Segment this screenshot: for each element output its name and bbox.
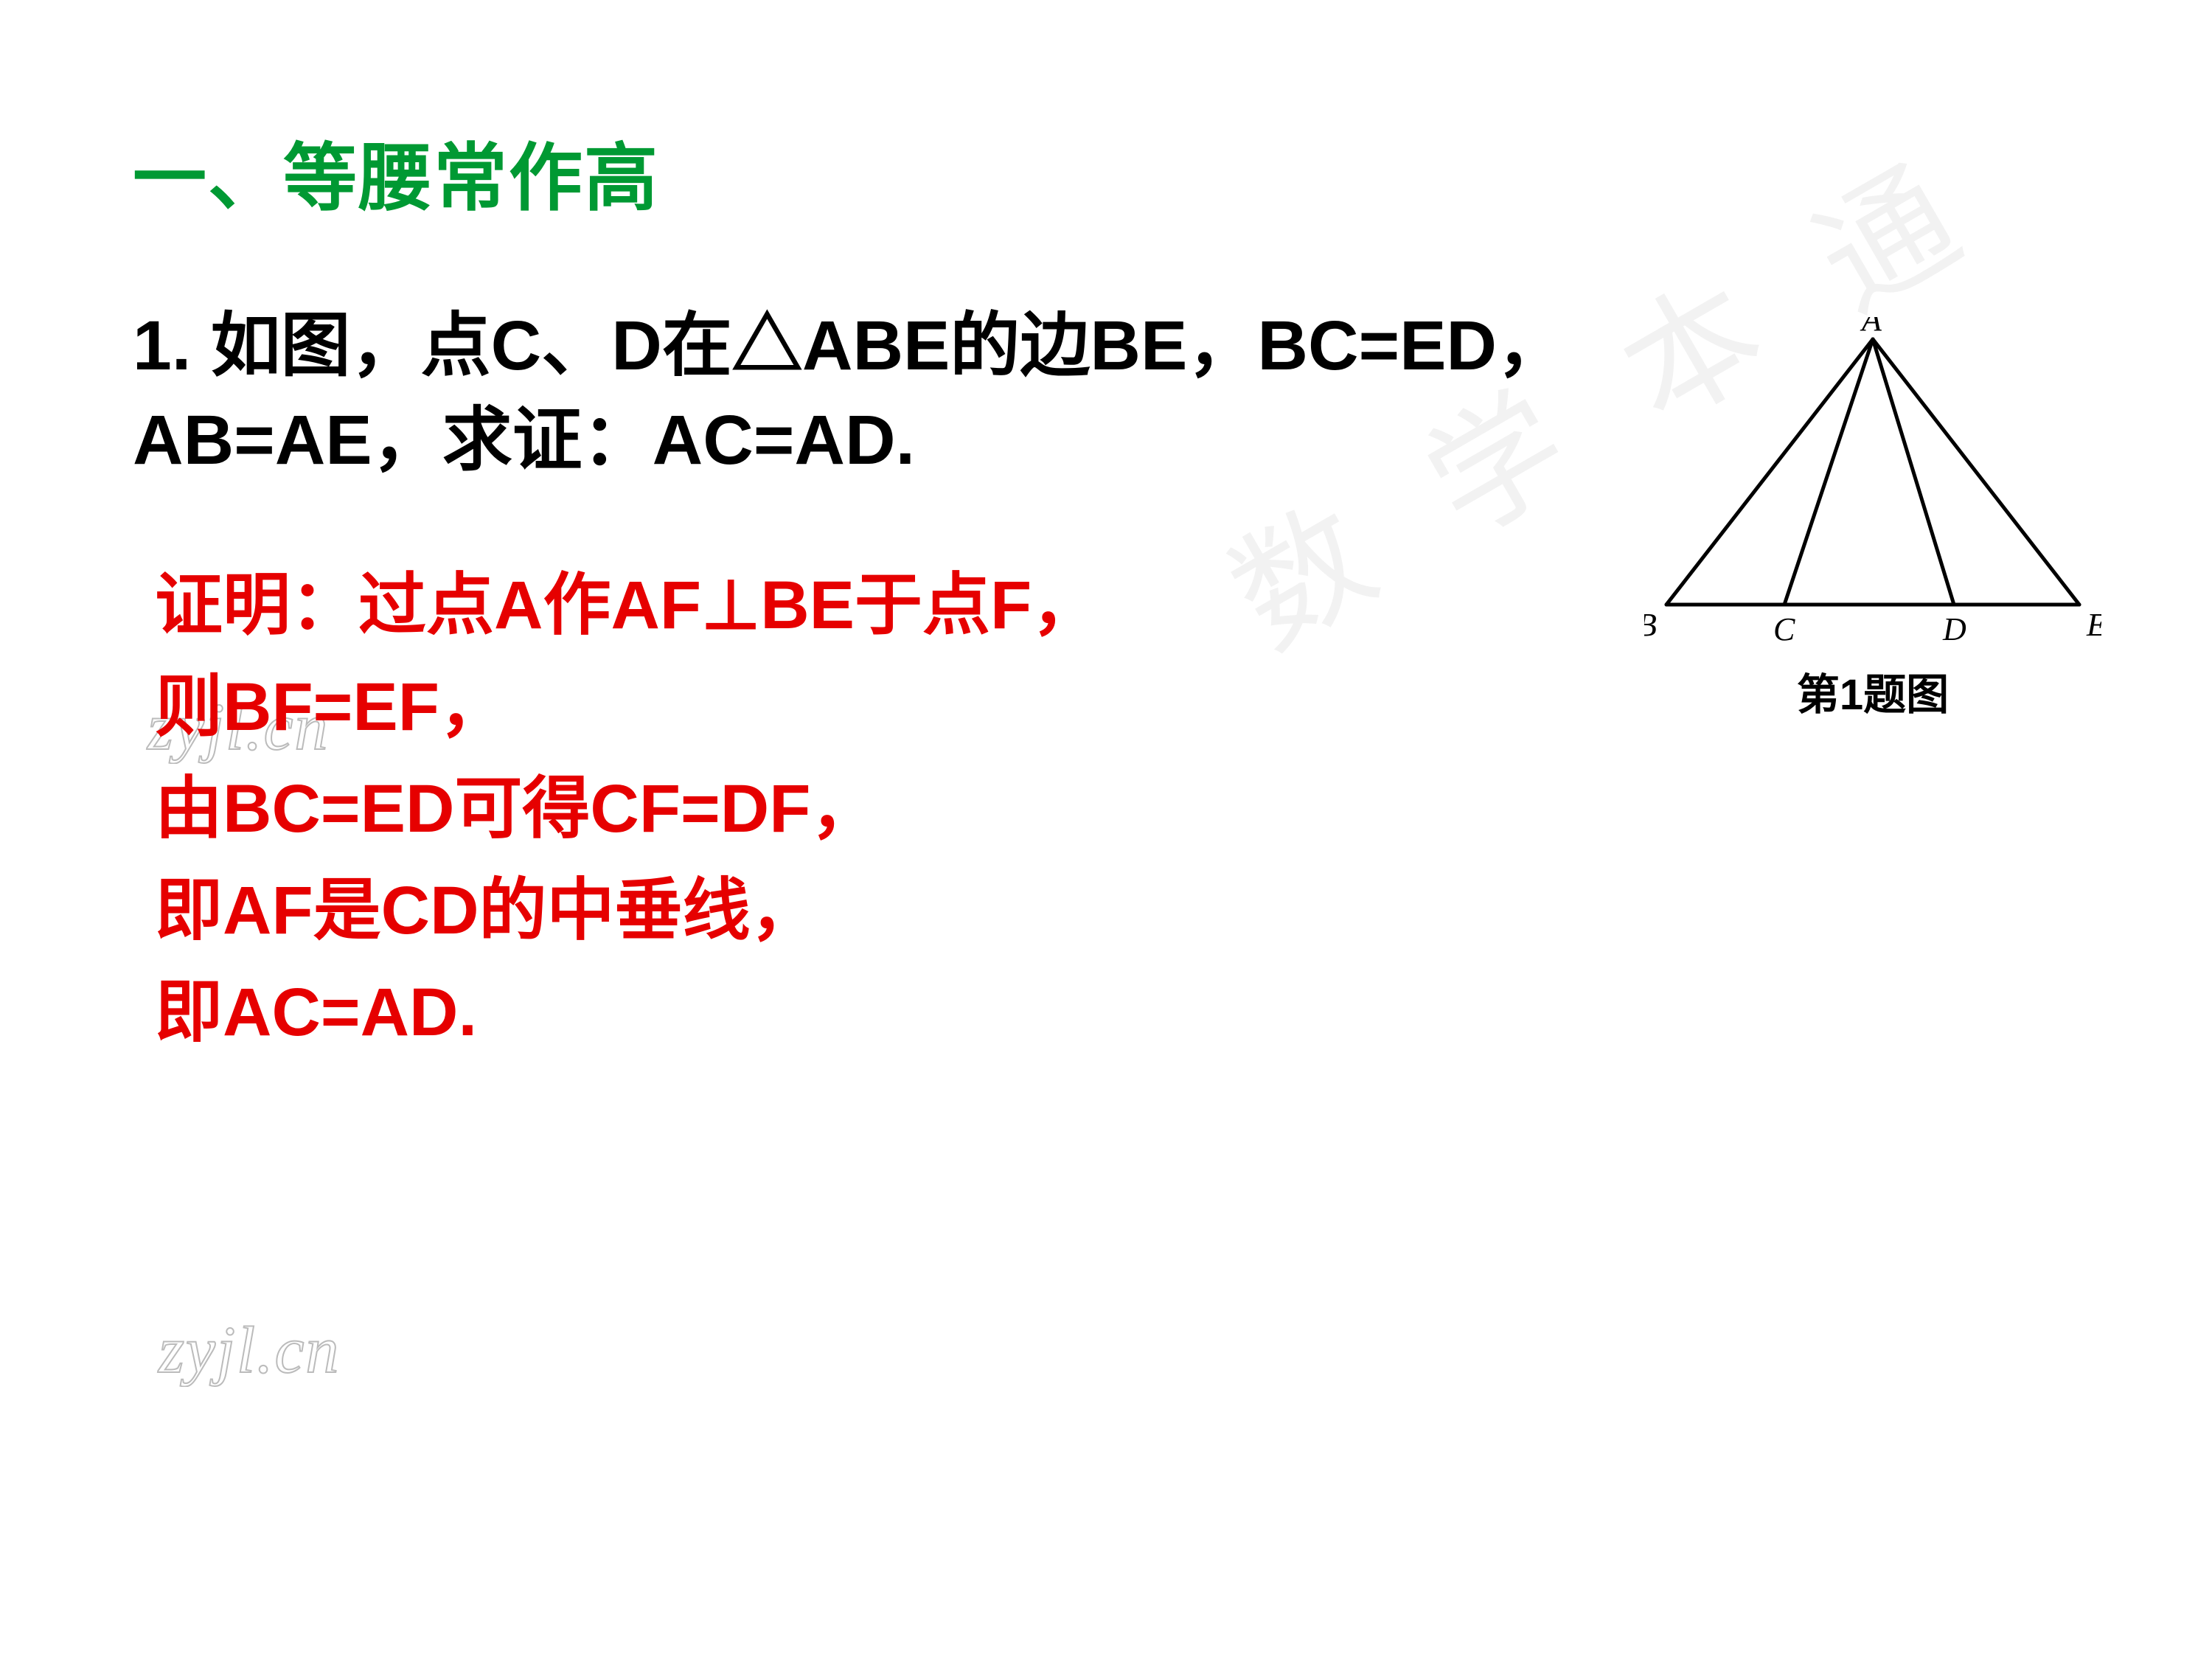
svg-text:E: E <box>2086 607 2101 641</box>
svg-text:D: D <box>1942 611 1966 641</box>
proof-line-4: 即AF是CD的中垂线， <box>155 860 2079 961</box>
proof-line-5: 即AC=AD. <box>155 961 2079 1063</box>
proof-line-3: 由BC=ED可得CF=DF， <box>155 758 2079 860</box>
problem-line-1: 1. 如图，点C、D在△ABE的边BE，BC=ED， <box>133 307 1567 385</box>
slide-content: 一、等腰常作高 1. 如图，点C、D在△ABE的边BE，BC=ED， AB=AE… <box>0 0 2212 1063</box>
svg-text:A: A <box>1860 317 1882 338</box>
problem-statement: 1. 如图，点C、D在△ABE的边BE，BC=ED， AB=AE，求证：AC=A… <box>133 299 1607 488</box>
section-title: 一、等腰常作高 <box>133 118 2079 225</box>
svg-text:B: B <box>1644 607 1657 641</box>
figure-caption: 第1题图 <box>1637 660 2109 722</box>
problem-line-2: AB=AE，求证：AC=AD. <box>133 401 915 479</box>
triangle-diagram: A B C D E <box>1644 317 2101 641</box>
figure-container: A B C D E 第1题图 <box>1637 317 2109 722</box>
svg-text:C: C <box>1773 611 1795 641</box>
watermark-2: zyjl.cn <box>159 1312 340 1388</box>
